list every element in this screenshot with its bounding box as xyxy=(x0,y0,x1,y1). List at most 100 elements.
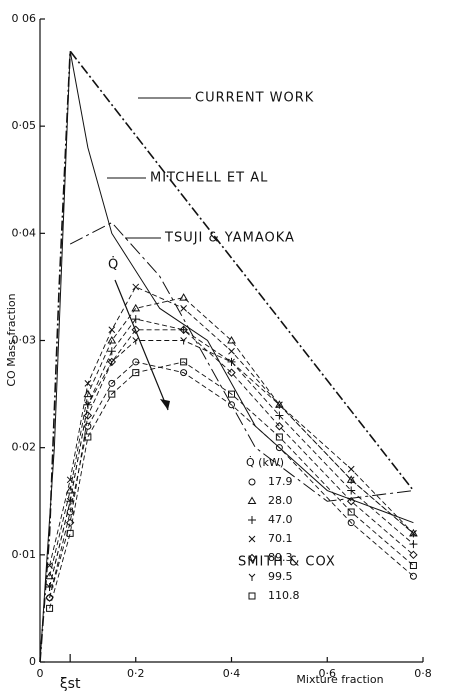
experiment-line xyxy=(49,297,414,577)
y-axis-label: CO Mass fraction xyxy=(5,293,18,386)
data-point xyxy=(347,519,355,527)
data-point xyxy=(275,422,284,431)
legend-marker xyxy=(248,478,256,486)
legend-title: Q̇ (kW) xyxy=(246,456,284,469)
data-point xyxy=(227,336,236,344)
data-point xyxy=(180,337,187,345)
y-tick-label: 0 06 xyxy=(12,12,37,25)
data-point xyxy=(131,315,140,324)
data-point xyxy=(275,444,283,452)
data-point xyxy=(228,358,235,366)
data-point xyxy=(132,369,140,377)
data-point xyxy=(45,593,54,602)
legend-label: 47.0 xyxy=(268,513,293,526)
y-tick-label: 0·01 xyxy=(12,548,37,561)
data-point xyxy=(132,358,140,366)
q-arrow-label: Q̇ xyxy=(108,257,118,272)
data-point xyxy=(180,369,188,377)
data-point xyxy=(46,562,53,569)
data-point xyxy=(83,389,93,398)
q-arrow xyxy=(114,279,169,411)
x-tick-label: 0·8 xyxy=(414,667,432,680)
x-tick-label: 0 xyxy=(37,667,44,680)
legend-marker xyxy=(248,592,256,600)
experiment-line xyxy=(49,361,414,609)
data-point xyxy=(409,562,417,570)
legend-marker xyxy=(248,516,256,524)
y-tick-label: 0·05 xyxy=(12,119,37,132)
legend-label: 89.3 xyxy=(268,551,293,564)
data-point xyxy=(132,337,140,345)
data-point xyxy=(275,433,283,441)
legend-marker xyxy=(247,553,257,563)
data-point xyxy=(131,303,141,312)
data-point xyxy=(83,411,93,420)
data-point xyxy=(346,497,356,506)
data-point xyxy=(84,380,92,387)
data-point xyxy=(409,572,417,580)
model-line xyxy=(39,48,415,663)
model-line xyxy=(39,51,414,663)
y-tick-label: 0·04 xyxy=(12,226,37,239)
y-tick-label: 0·03 xyxy=(12,334,37,347)
legend-label: 17.9 xyxy=(268,475,293,488)
data-point xyxy=(228,347,235,355)
data-point xyxy=(132,283,140,291)
data-point xyxy=(409,540,418,549)
xi-st-label: ξst xyxy=(60,676,81,691)
data-point xyxy=(228,401,236,409)
data-point xyxy=(347,508,355,516)
data-point xyxy=(66,476,74,484)
legend-label: 28.0 xyxy=(268,494,293,507)
data-point xyxy=(107,347,116,356)
experiment-line xyxy=(49,340,414,588)
data-point xyxy=(347,465,355,473)
data-point xyxy=(108,379,116,387)
data-point xyxy=(227,368,236,377)
data-point xyxy=(179,325,188,334)
model-label: TSUJI & YAMAOKA xyxy=(164,231,295,246)
data-point xyxy=(347,486,356,495)
data-point xyxy=(107,336,117,344)
data-point xyxy=(347,476,355,484)
y-tick-label: 0·02 xyxy=(12,441,37,454)
q-arrow-head xyxy=(160,399,170,410)
legend-label: 110.8 xyxy=(268,589,300,602)
legend-label: 70.1 xyxy=(268,532,293,545)
data-point xyxy=(46,583,53,591)
data-point xyxy=(84,422,92,430)
experiment-line xyxy=(49,329,414,598)
model-line xyxy=(69,221,414,502)
model-label: CURRENT WORK xyxy=(195,91,314,106)
data-point xyxy=(108,390,116,398)
data-point xyxy=(66,529,74,537)
data-point xyxy=(45,571,54,580)
data-point xyxy=(180,358,188,366)
experiment-label: SMITH & COX xyxy=(238,555,336,570)
data-point xyxy=(275,411,284,420)
x-tick-label: 0·4 xyxy=(223,667,241,680)
data-point xyxy=(84,401,92,409)
data-point xyxy=(180,304,187,312)
x-axis-label: Mixture fraction xyxy=(296,673,383,686)
data-point xyxy=(276,401,283,409)
data-point xyxy=(66,497,74,506)
legend-marker xyxy=(248,535,256,543)
data-point xyxy=(108,326,116,334)
data-point xyxy=(228,390,235,398)
data-point xyxy=(409,550,418,560)
data-point xyxy=(131,325,140,334)
x-tick-label: 0·6 xyxy=(319,667,337,680)
model-label: MITCHELL ET AL xyxy=(150,171,268,186)
data-point xyxy=(410,530,417,538)
y-tick-label: 0 xyxy=(29,655,36,668)
data-point xyxy=(179,293,188,301)
experiment-line xyxy=(49,286,414,566)
legend-label: 99.5 xyxy=(268,570,293,583)
x-tick-label: 0·2 xyxy=(127,667,145,680)
data-point xyxy=(66,508,74,516)
data-point xyxy=(84,433,92,441)
legend-marker xyxy=(247,496,257,504)
data-point xyxy=(108,358,116,366)
